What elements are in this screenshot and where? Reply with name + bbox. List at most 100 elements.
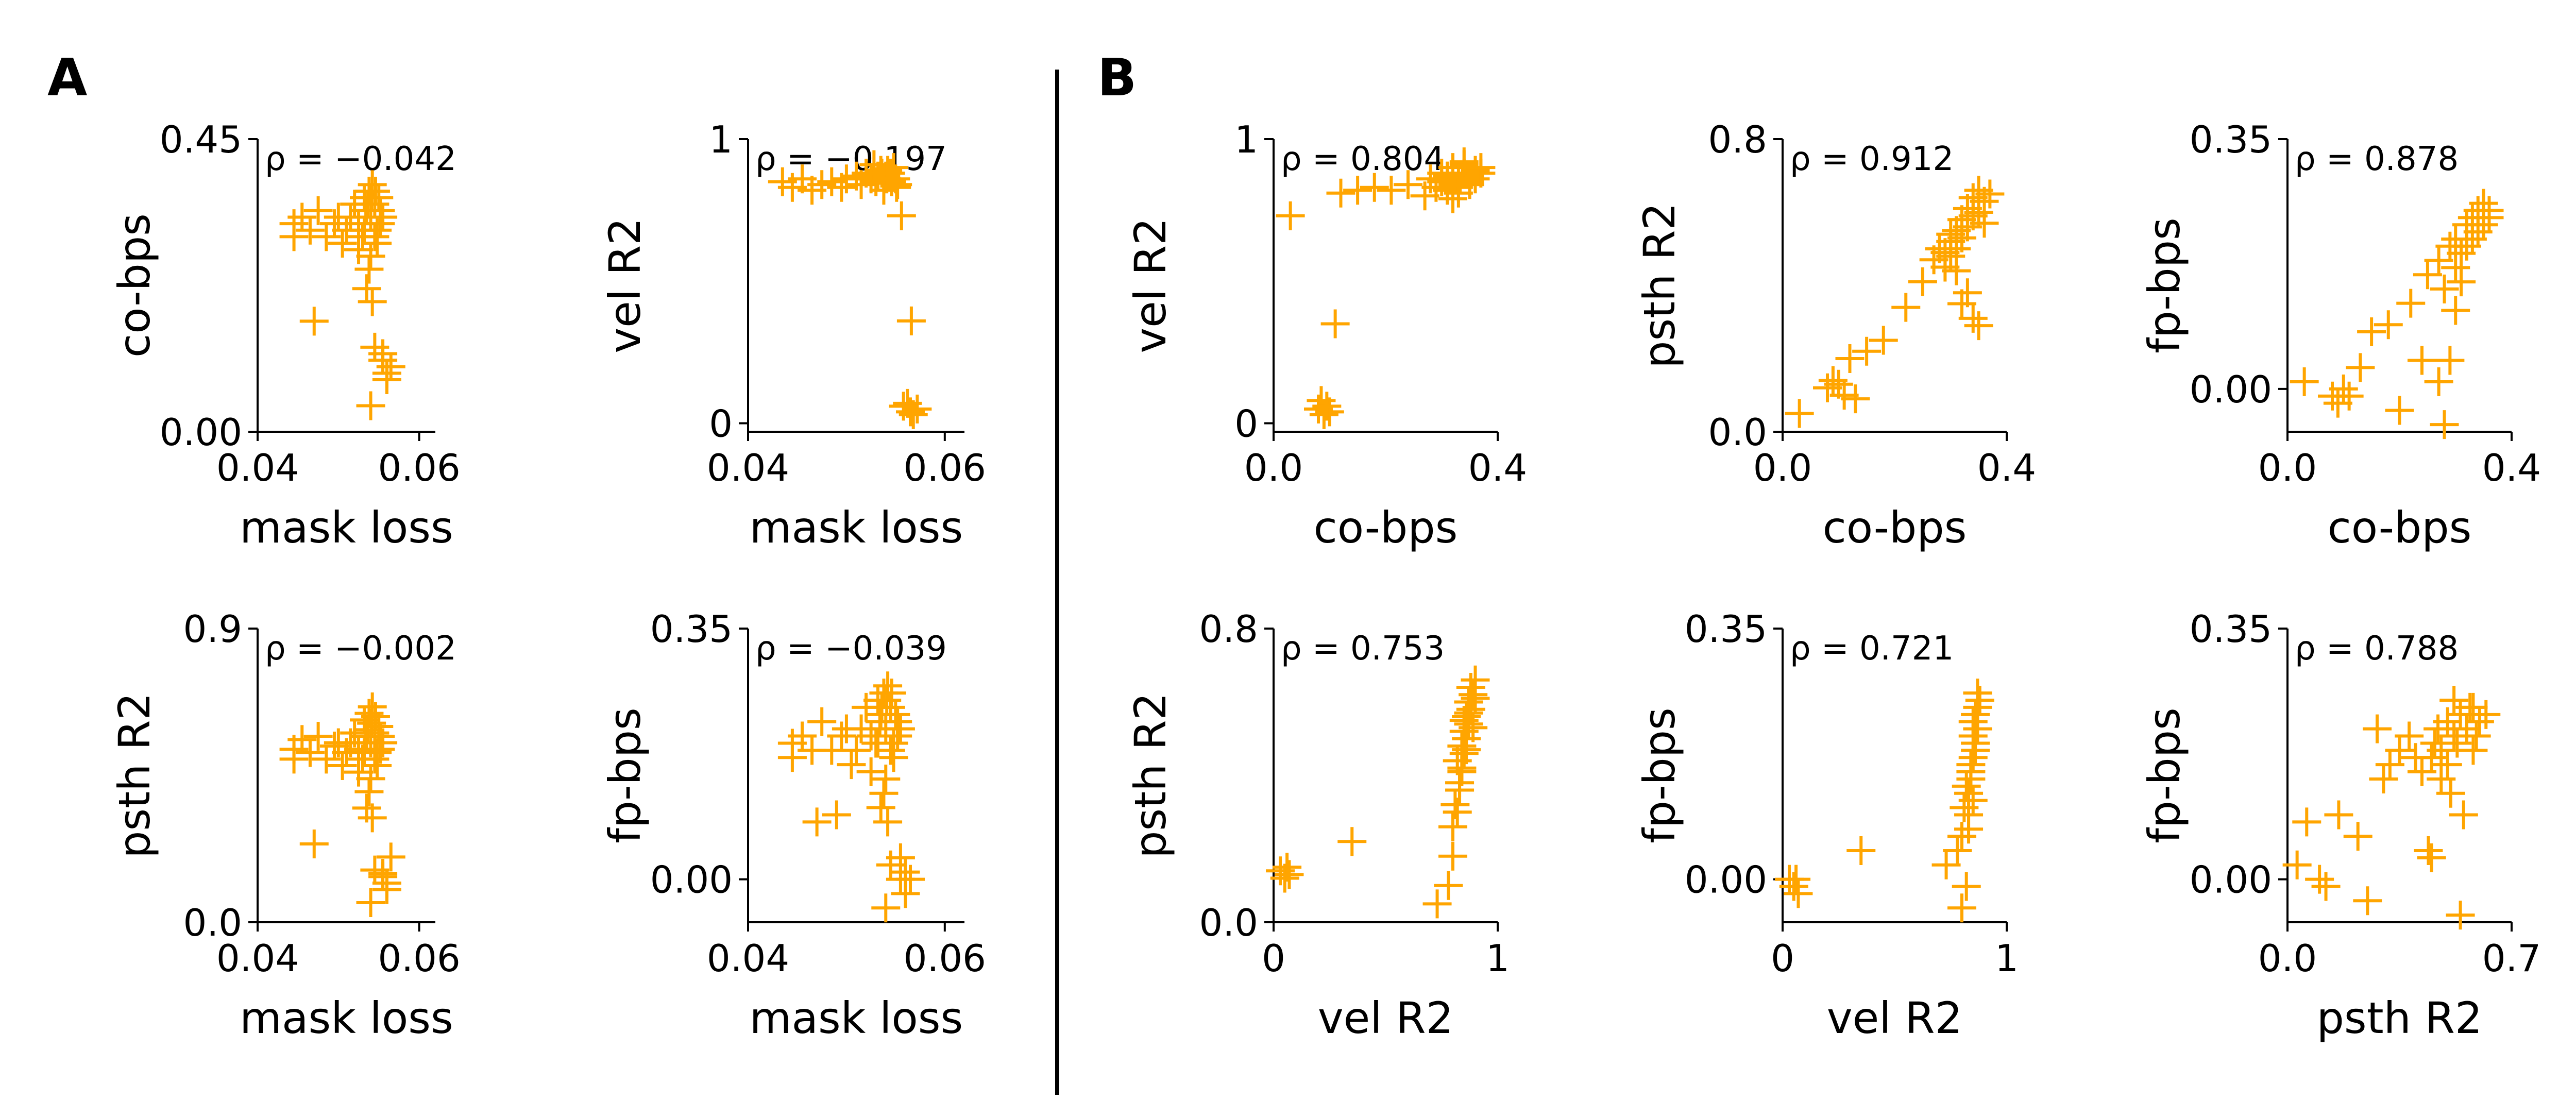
data-point — [2396, 289, 2426, 318]
x-axis-label: vel R2 — [1827, 993, 1962, 1043]
data-point — [368, 728, 398, 757]
data-point — [802, 807, 832, 837]
data-point — [827, 721, 856, 751]
y-tick-label: 0.00 — [650, 858, 733, 902]
data-point — [1813, 373, 1842, 402]
data-point — [2343, 822, 2372, 851]
data-point — [1785, 399, 1814, 428]
data-point — [889, 392, 918, 421]
data-point — [372, 365, 401, 395]
data-point — [328, 751, 357, 780]
data-point — [1943, 836, 1972, 865]
data-point — [350, 738, 379, 767]
y-tick-label: 0.00 — [2190, 858, 2272, 902]
subplot-b5: 0 1 0.00 0.35 vel R2 fp-bps ρ = 0.721 — [1634, 607, 2019, 1043]
subplot-a2: 0.04 0.06 0 1 mask loss vel R2 ρ = −0.197 — [600, 118, 986, 553]
data-point — [376, 842, 405, 872]
subplot-b3: 0.0 0.4 0.00 0.35 co-bps fp-bps ρ = 0.878 — [2139, 118, 2541, 553]
data-point — [279, 744, 309, 774]
data-point — [2447, 239, 2476, 268]
data-point — [1841, 384, 1870, 414]
y-tick-label: 0.0 — [183, 901, 242, 944]
data-point — [2458, 224, 2487, 253]
data-point — [351, 196, 381, 225]
data-point — [1326, 178, 1355, 208]
data-point — [866, 793, 895, 822]
data-point — [2446, 901, 2475, 930]
data-point — [2435, 346, 2465, 375]
subplot-a1: 0.04 0.06 0.00 0.45 mask loss co-bps ρ = −0.04… — [109, 118, 461, 553]
x-tick-label: 0.06 — [378, 937, 460, 980]
data-point — [867, 159, 896, 188]
data-point — [879, 153, 908, 182]
data-point — [1942, 256, 1971, 285]
data-point — [366, 209, 395, 239]
x-axis-label: mask loss — [750, 502, 963, 553]
subplot-b2: 0.0 0.4 0.0 0.8 co-bps psth R2 ρ = 0.912 — [1634, 118, 2036, 553]
data-point — [2408, 346, 2436, 375]
x-tick-label: 0.06 — [904, 446, 986, 489]
x-tick-label: 0.04 — [707, 937, 789, 980]
data-point — [1276, 201, 1305, 230]
x-tick-label: 0 — [1262, 937, 1285, 980]
data-point — [1891, 293, 1921, 322]
data-point — [2329, 374, 2358, 403]
subplot-b6: 0.0 0.7 0.00 0.35 psth R2 fp-bps ρ = 0.788 — [2139, 607, 2541, 1043]
data-point — [363, 751, 392, 780]
data-point — [358, 803, 387, 833]
x-axis-label: co-bps — [2328, 502, 2472, 553]
x-tick-label: 0.4 — [2482, 446, 2541, 489]
data-point — [363, 228, 392, 258]
data-point — [319, 209, 349, 239]
data-point — [368, 339, 398, 368]
data-point — [883, 721, 912, 751]
x-tick-label: 0.0 — [2258, 937, 2317, 980]
data-point — [350, 215, 379, 245]
data-point — [1782, 865, 1811, 894]
data-point — [2462, 721, 2491, 751]
data-point — [1958, 303, 1988, 333]
data-point — [1433, 161, 1462, 191]
data-point — [2311, 872, 2341, 901]
data-point — [2324, 800, 2353, 830]
data-point — [368, 202, 398, 232]
data-point — [351, 722, 381, 751]
data-point — [1454, 698, 1483, 727]
data-point — [1337, 827, 1367, 856]
y-axis-label: vel R2 — [1125, 217, 1176, 353]
x-tick-label: 0 — [1771, 937, 1794, 980]
data-point — [871, 764, 901, 793]
data-point — [295, 215, 325, 245]
y-tick-label: 0.8 — [1199, 607, 1258, 651]
y-tick-label: 0.00 — [160, 411, 242, 454]
data-point — [1965, 686, 1994, 715]
rho-annotation: ρ = 0.753 — [1281, 630, 1445, 668]
data-point — [896, 306, 926, 335]
data-point — [879, 743, 908, 772]
data-point — [1434, 871, 1463, 900]
data-point — [372, 875, 401, 904]
y-tick-label: 0.8 — [1708, 118, 1767, 161]
x-tick-label: 0.7 — [2482, 937, 2541, 980]
data-point — [1908, 267, 1937, 296]
data-point — [2414, 836, 2443, 865]
data-point — [303, 196, 333, 225]
data-point — [1440, 790, 1470, 819]
x-tick-label: 0.04 — [216, 446, 299, 489]
data-point — [1952, 872, 1981, 901]
data-point — [1447, 757, 1477, 786]
data-point — [1438, 184, 1467, 213]
data-point — [2430, 274, 2459, 303]
x-tick-label: 1 — [1486, 937, 1510, 980]
data-point — [871, 893, 901, 923]
data-point — [2452, 231, 2481, 261]
y-axis-label: fp-bps — [2139, 707, 2190, 843]
data-point — [837, 750, 866, 780]
y-axis-label: psth R2 — [1634, 202, 1685, 368]
data-point — [1818, 366, 1848, 395]
data-point — [2292, 807, 2321, 837]
data-point — [1394, 170, 1422, 199]
data-point — [1360, 173, 1389, 202]
data-point — [2441, 296, 2470, 325]
data-point — [1320, 309, 1350, 339]
